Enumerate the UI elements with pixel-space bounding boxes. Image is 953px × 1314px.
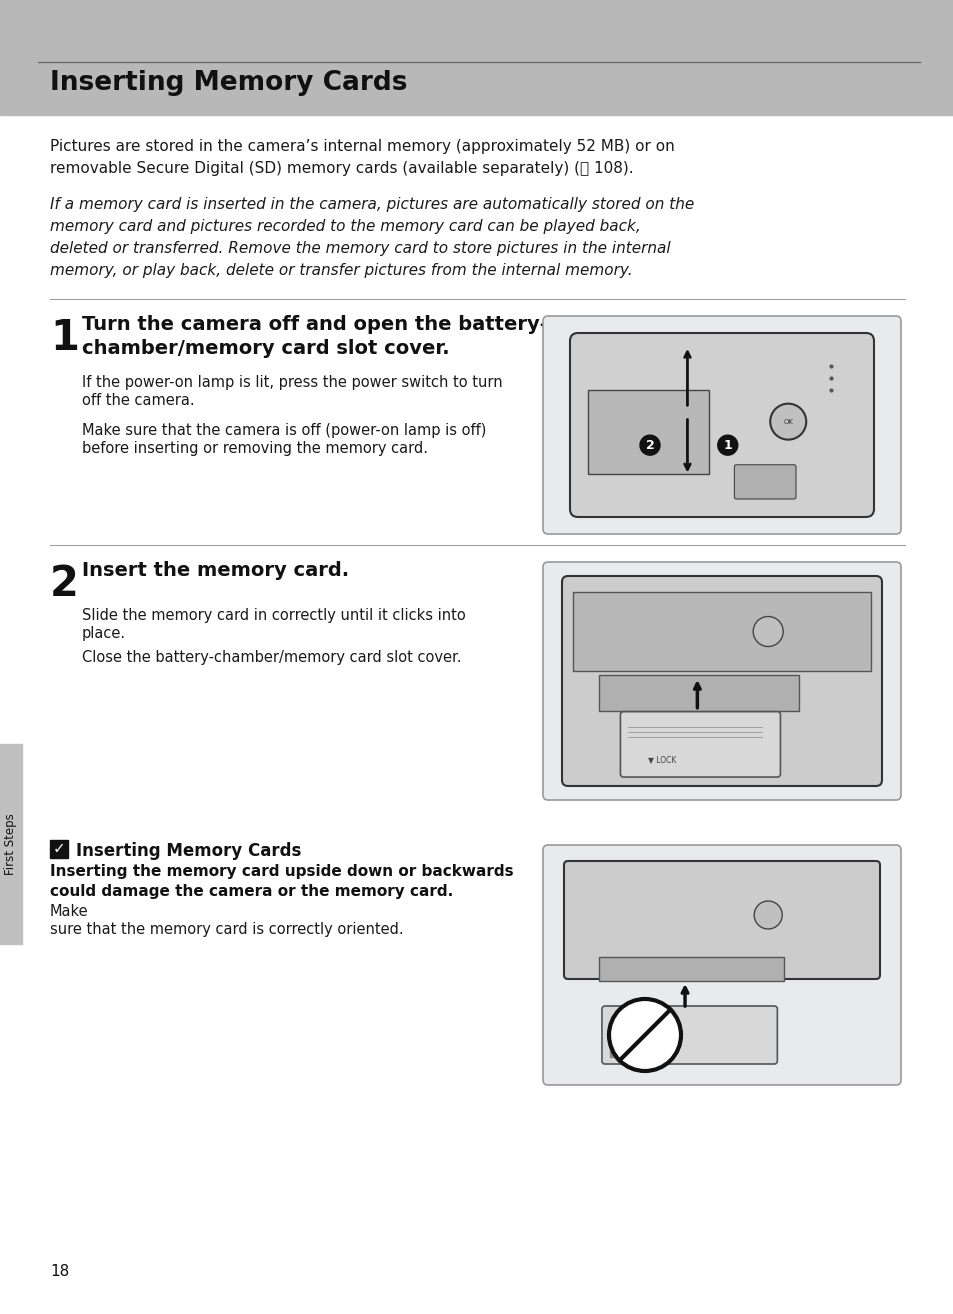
Text: 2: 2 (50, 562, 79, 604)
Text: sure that the memory card is correctly oriented.: sure that the memory card is correctly o… (50, 922, 403, 937)
Text: chamber/memory card slot cover.: chamber/memory card slot cover. (82, 339, 449, 357)
Bar (609, 1021, 618, 1056)
Text: 1: 1 (50, 317, 79, 359)
Text: If a memory card is inserted in the camera, pictures are automatically stored on: If a memory card is inserted in the came… (50, 197, 694, 212)
Text: could damage the camera or the memory card.: could damage the camera or the memory ca… (50, 884, 453, 899)
Text: ▼ LOCK: ▼ LOCK (647, 756, 676, 765)
Bar (0, 744, 22, 943)
Text: memory card and pictures recorded to the memory card can be played back,: memory card and pictures recorded to the… (50, 219, 640, 234)
Circle shape (639, 435, 659, 455)
Text: Slide the memory card in correctly until it clicks into: Slide the memory card in correctly until… (82, 608, 465, 623)
Bar (634, 1021, 642, 1056)
Text: Inserting Memory Cards: Inserting Memory Cards (50, 70, 407, 96)
Circle shape (769, 403, 805, 440)
Text: ✓: ✓ (52, 841, 66, 857)
Text: place.: place. (82, 625, 126, 641)
FancyBboxPatch shape (619, 712, 780, 777)
Text: 2: 2 (645, 439, 654, 452)
Circle shape (753, 616, 782, 646)
Bar (598, 675, 799, 711)
Text: removable Secure Digital (SD) memory cards (available separately) (Ⓡ 108).: removable Secure Digital (SD) memory car… (50, 162, 633, 176)
FancyBboxPatch shape (542, 562, 900, 800)
FancyBboxPatch shape (601, 1007, 777, 1064)
Bar (587, 390, 708, 474)
Text: Inserting the memory card upside down or backwards: Inserting the memory card upside down or… (50, 865, 513, 879)
FancyBboxPatch shape (561, 576, 882, 786)
Text: 18: 18 (50, 1264, 70, 1279)
Text: off the camera.: off the camera. (82, 393, 194, 409)
Text: If the power-on lamp is lit, press the power switch to turn: If the power-on lamp is lit, press the p… (82, 374, 502, 390)
Text: OK: OK (782, 419, 792, 424)
Text: before inserting or removing the memory card.: before inserting or removing the memory … (82, 442, 428, 456)
Text: Turn the camera off and open the battery-: Turn the camera off and open the battery… (82, 315, 547, 334)
Text: First Steps: First Steps (5, 813, 17, 875)
FancyBboxPatch shape (542, 845, 900, 1085)
Circle shape (754, 901, 781, 929)
Bar (645, 1021, 655, 1056)
Bar (573, 591, 870, 671)
FancyBboxPatch shape (734, 465, 795, 499)
Circle shape (608, 999, 680, 1071)
Bar (598, 957, 782, 982)
Circle shape (717, 435, 737, 455)
FancyBboxPatch shape (569, 332, 873, 516)
Text: Inserting Memory Cards: Inserting Memory Cards (76, 842, 301, 859)
Bar (0, 0, 953, 116)
Text: Pictures are stored in the camera’s internal memory (approximately 52 MB) or on: Pictures are stored in the camera’s inte… (50, 139, 674, 154)
Text: deleted or transferred. Remove the memory card to store pictures in the internal: deleted or transferred. Remove the memor… (50, 240, 670, 256)
Text: Close the battery-chamber/memory card slot cover.: Close the battery-chamber/memory card sl… (82, 650, 461, 665)
Bar (658, 1021, 666, 1056)
FancyBboxPatch shape (563, 861, 879, 979)
Bar (50, 840, 68, 858)
Text: memory, or play back, delete or transfer pictures from the internal memory.: memory, or play back, delete or transfer… (50, 263, 632, 279)
Text: 1: 1 (722, 439, 731, 452)
Bar (621, 1021, 630, 1056)
Text: Insert the memory card.: Insert the memory card. (82, 561, 349, 579)
FancyBboxPatch shape (542, 315, 900, 533)
Text: Make: Make (50, 904, 89, 918)
Text: Make sure that the camera is off (power-on lamp is off): Make sure that the camera is off (power-… (82, 423, 486, 438)
